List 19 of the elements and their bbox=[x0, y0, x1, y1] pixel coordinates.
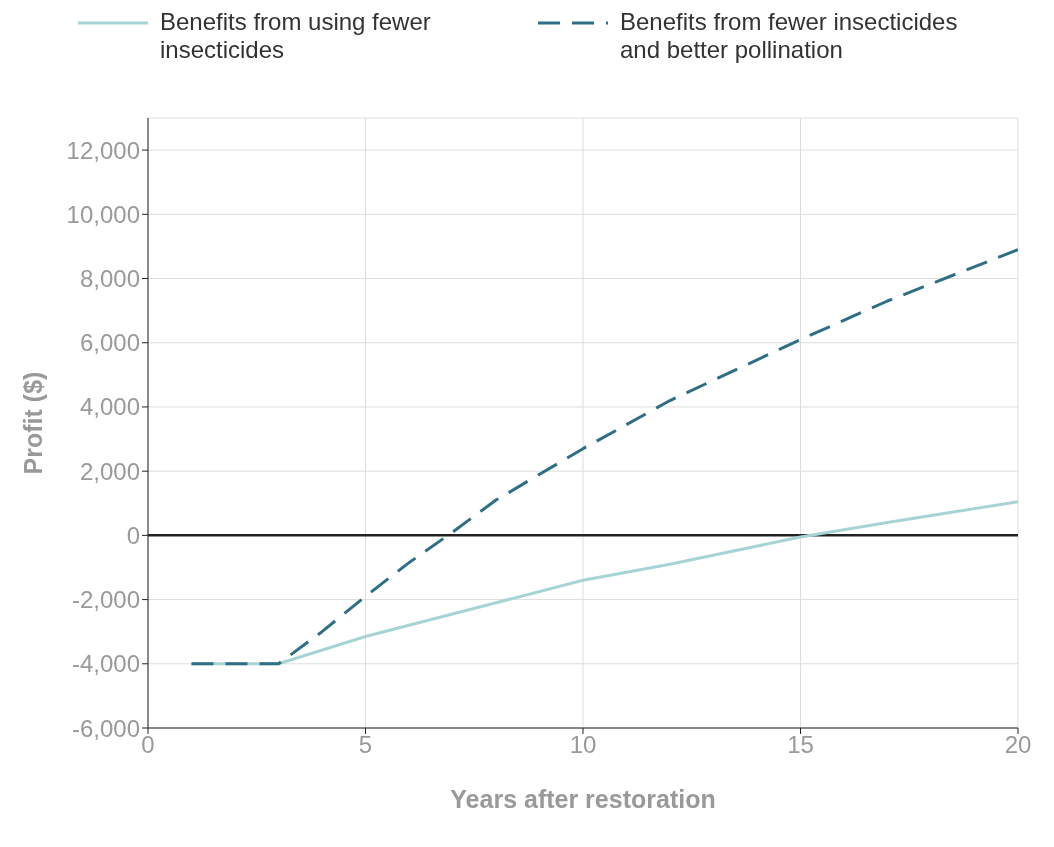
y-tick-label: 4,000 bbox=[79, 393, 140, 421]
y-tick-label: -6,000 bbox=[71, 714, 140, 742]
y-tick-label: 6,000 bbox=[79, 329, 140, 357]
x-tick-label: 15 bbox=[787, 731, 814, 759]
y-axis-title: Profit ($) bbox=[18, 371, 47, 475]
x-axis-title: Years after restoration bbox=[450, 785, 716, 813]
y-tick-label: 2,000 bbox=[79, 457, 140, 485]
legend-label: Benefits from fewer insecticides and better pollination bbox=[620, 8, 958, 64]
line-series bbox=[190, 248, 1018, 666]
x-tick-label: 10 bbox=[569, 731, 597, 759]
y-tick-label: 10,000 bbox=[66, 200, 140, 228]
y-tick-label: -4,000 bbox=[71, 650, 140, 678]
x-tick-label: 5 bbox=[358, 731, 373, 759]
y-tick-label: 12,000 bbox=[66, 136, 140, 164]
y-tick-label: 8,000 bbox=[79, 265, 140, 293]
y-tick-label: -2,000 bbox=[71, 586, 140, 614]
x-tick-label: 20 bbox=[1004, 731, 1032, 759]
legend-label: Benefits from using fewer insecticides bbox=[160, 8, 432, 64]
y-tick-label: 0 bbox=[126, 521, 140, 549]
